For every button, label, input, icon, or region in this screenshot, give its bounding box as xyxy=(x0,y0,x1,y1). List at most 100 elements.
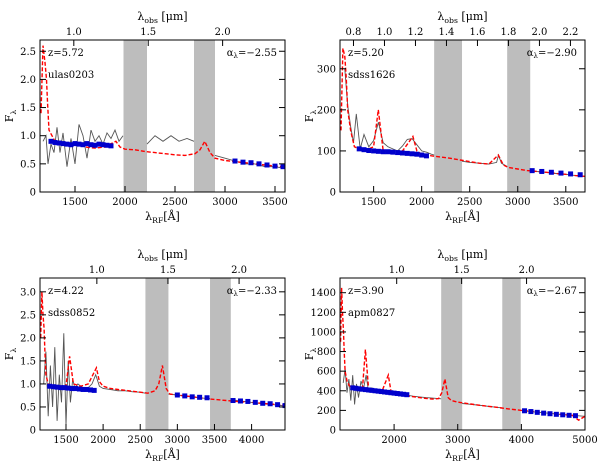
photometry-point xyxy=(282,403,285,409)
redshift-label: z=3.90 xyxy=(348,286,384,297)
photometry-point xyxy=(366,148,372,154)
panel-bottom-left: 1500 2000 2500 3000 3500 4000 0 0.5 1.0 1.5 2.0 2.5… xyxy=(3,248,286,463)
observed-spectrum-line xyxy=(461,153,508,167)
object-label: sdss1626 xyxy=(348,70,395,81)
x-axis-label: λRF[Å] xyxy=(145,209,180,225)
photometry-point xyxy=(256,161,262,167)
y-tick-label: 800 xyxy=(317,347,336,358)
top-axis-label-sub: obs xyxy=(144,254,158,263)
y-tick-label: 200 xyxy=(317,406,336,417)
x-axis-label-unit: [Å] xyxy=(463,209,480,223)
photometry-point xyxy=(189,394,195,400)
photometry-point xyxy=(547,411,553,417)
excluded-band xyxy=(441,278,463,430)
top-axis-label-main: λ xyxy=(137,248,144,261)
alpha-symbol: α xyxy=(227,48,234,59)
top-tick-label: 2.2 xyxy=(562,27,578,38)
x-tick-label: 4000 xyxy=(239,435,264,446)
top-tick-label: 2.0 xyxy=(531,27,547,38)
plot-frame xyxy=(39,277,286,431)
photometry-point xyxy=(404,150,410,156)
photometry-point xyxy=(391,390,397,396)
x-axis-label-main: λ xyxy=(445,448,452,461)
y-tick-label: 0 xyxy=(330,188,336,199)
x-tick-label: 2000 xyxy=(409,197,434,208)
photometry-point xyxy=(539,168,545,174)
top-tick-label: 2.0 xyxy=(231,265,247,276)
top-axis-label: λobs [μm] xyxy=(137,10,187,25)
x-axis-label-main: λ xyxy=(445,210,452,223)
photometry-point xyxy=(48,138,54,144)
plot-area xyxy=(40,278,285,430)
photometry-point xyxy=(419,152,425,158)
photometry-point xyxy=(280,164,285,170)
photometry-point xyxy=(371,148,377,154)
plot-frame xyxy=(39,39,286,193)
alpha-symbol: α xyxy=(527,286,534,297)
y-tick-label: 1.5 xyxy=(20,103,36,114)
top-axis-label-sub: obs xyxy=(444,254,458,263)
photometry-point xyxy=(409,151,415,157)
photometry-point xyxy=(204,395,210,401)
alpha-value: =−2.55 xyxy=(238,48,277,59)
photometry-point xyxy=(399,150,405,156)
y-axis-label-main: F xyxy=(303,114,316,122)
y-tick-label: 1000 xyxy=(311,327,336,338)
top-axis-label-main: λ xyxy=(137,10,144,23)
y-axis-label: Fλ xyxy=(303,110,318,123)
x-tick-label: 5000 xyxy=(572,435,597,446)
photometry-point xyxy=(356,386,362,392)
y-axis-label: Fλ xyxy=(303,348,318,361)
x-axis-label-unit: [Å] xyxy=(463,447,480,461)
photometry-point xyxy=(54,384,60,390)
photometry-point xyxy=(232,158,238,164)
photometry-point xyxy=(528,409,534,415)
photometry-point xyxy=(62,385,67,391)
photometry-point xyxy=(56,140,62,146)
photometry-point xyxy=(366,387,372,393)
x-tick-label: 1500 xyxy=(53,435,78,446)
plot-frame xyxy=(339,39,586,193)
excluded-band xyxy=(194,40,215,192)
x-tick-label: 1500 xyxy=(361,197,386,208)
top-tick-label: 1.8 xyxy=(500,27,516,38)
observed-spectrum-line xyxy=(43,333,146,426)
photometry-point xyxy=(372,388,378,394)
y-tick-label: 200 xyxy=(317,105,336,116)
x-tick-label: 2500 xyxy=(162,197,187,208)
photometry-point xyxy=(267,401,273,407)
photometry-point xyxy=(84,386,90,392)
photometry-point xyxy=(362,387,368,393)
alpha-sub: λ xyxy=(534,52,539,60)
y-tick-label: 0 xyxy=(30,188,36,199)
photometry-point xyxy=(378,389,384,395)
top-axis-label-unit: [μm] xyxy=(158,248,188,261)
photometry-point xyxy=(395,150,401,156)
photometry-point xyxy=(356,146,362,152)
photometry-point xyxy=(572,413,578,419)
object-label: sdss0852 xyxy=(48,308,95,319)
alpha-symbol: α xyxy=(227,286,234,297)
model-spectrum-line xyxy=(40,45,285,168)
x-axis-label: λRF[Å] xyxy=(445,447,480,463)
redshift-label: z=4.22 xyxy=(48,286,84,297)
y-tick-label: 1400 xyxy=(311,288,336,299)
photometry-point xyxy=(359,386,365,392)
y-tick-label: 0.5 xyxy=(20,402,36,413)
photometry-point xyxy=(568,171,574,177)
top-tick-label: 1.4 xyxy=(439,27,455,38)
x-tick-label: 2500 xyxy=(128,435,153,446)
object-label: ulas0203 xyxy=(48,70,94,81)
photometry-point xyxy=(92,142,98,148)
photometry-point xyxy=(237,398,243,404)
top-axis-label-main: λ xyxy=(437,10,444,23)
x-tick-label: 2000 xyxy=(90,435,115,446)
photometry-point xyxy=(240,159,246,165)
observed-spectrum-line xyxy=(146,135,195,145)
photometry-point xyxy=(72,141,78,147)
x-axis-label-main: λ xyxy=(145,448,152,461)
photometry-point xyxy=(245,398,251,404)
x-tick-label: 2000 xyxy=(381,435,406,446)
alpha-label: αλ=−2.55 xyxy=(227,48,277,60)
x-axis-label-sub: RF xyxy=(452,454,464,463)
